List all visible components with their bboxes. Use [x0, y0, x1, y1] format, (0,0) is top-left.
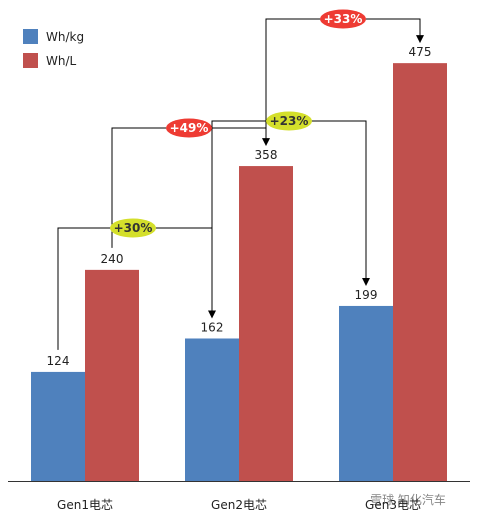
data-label: 475	[409, 45, 432, 59]
bar-value-labels: 124 162 199 240 358 475	[47, 45, 432, 368]
growth-badge	[166, 118, 212, 138]
data-label: 358	[255, 148, 278, 162]
bar-wh-l-2	[239, 166, 293, 482]
legend-label: Wh/kg	[46, 30, 84, 44]
growth-badge	[110, 218, 156, 238]
bars	[31, 63, 447, 482]
category-label: Gen3电芯	[365, 498, 421, 512]
bar-wh-l-3	[393, 63, 447, 482]
legend-label: Wh/L	[46, 54, 77, 68]
growth-badge	[320, 9, 366, 29]
category-label: Gen1电芯	[57, 498, 113, 512]
growth-badge-label: +33%	[324, 12, 363, 26]
growth-badge-label: +49%	[170, 121, 209, 135]
bar-wh-kg-1	[31, 371, 85, 481]
category-label: Gen2电芯	[211, 498, 267, 512]
data-label: 240	[101, 252, 124, 266]
growth-badges: +30% +49% +23% +33%	[110, 9, 366, 238]
bar-wh-kg-3	[339, 305, 393, 481]
bar-wh-kg-2	[185, 338, 239, 481]
data-label: 162	[201, 320, 224, 334]
category-labels: Gen1电芯 Gen2电芯 Gen3电芯	[57, 498, 421, 512]
growth-badge-label: +23%	[270, 114, 309, 128]
data-label: 124	[47, 354, 70, 368]
growth-badge-label: +30%	[114, 221, 153, 235]
legend: Wh/kg Wh/L	[23, 29, 84, 68]
watermark: 雪球 知化汽车	[370, 492, 446, 507]
bar-wh-l-1	[85, 269, 139, 481]
legend-swatch-wh-kg	[23, 29, 38, 44]
data-label: 199	[355, 288, 378, 302]
legend-swatch-wh-l	[23, 53, 38, 68]
watermark-text: 雪球 知化汽车	[370, 492, 446, 507]
growth-badge	[266, 111, 312, 131]
